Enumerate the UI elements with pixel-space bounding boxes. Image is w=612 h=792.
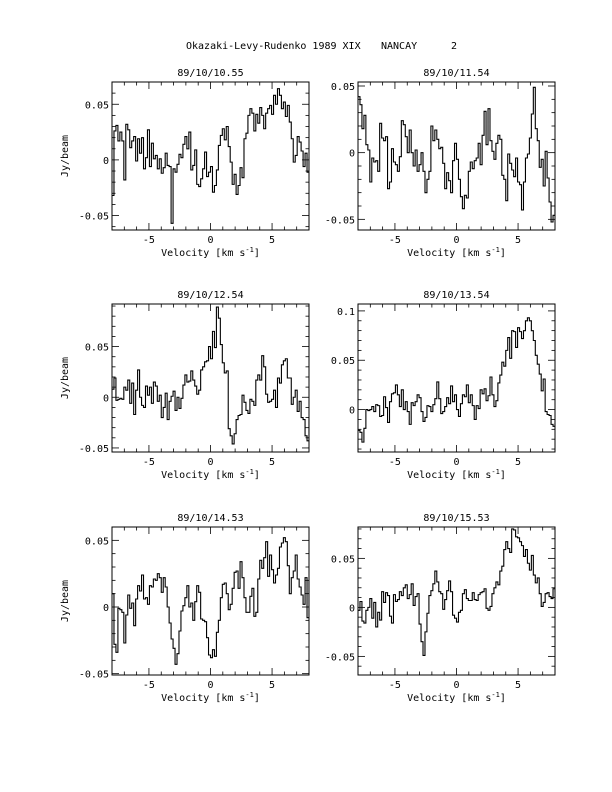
- y-tick-label: 0: [349, 603, 355, 614]
- x-axis-label-text: Velocity [km s: [161, 470, 245, 481]
- spectrum-panel: 89/10/12.54 -5 0 5 -0.05 0 0.05 Velocity [km s-…: [60, 290, 310, 481]
- panel-title: 89/10/15.53: [423, 513, 489, 524]
- x-tick-label: 5: [269, 235, 275, 246]
- spectrum-series: [358, 528, 555, 656]
- x-tick-label: -5: [143, 457, 155, 468]
- x-axis-label-text: Velocity [km s: [407, 693, 491, 704]
- x-axis-label-end: ]: [500, 693, 506, 704]
- x-axis-label: Velocity [km s-1]: [407, 468, 506, 481]
- y-tick-label: 0.05: [85, 343, 109, 354]
- x-tick-label: 5: [515, 457, 521, 468]
- y-tick-label: -0.05: [325, 652, 355, 663]
- header-observatory: NANCAY: [381, 41, 417, 52]
- panel-title: 89/10/12.54: [177, 290, 243, 301]
- x-tick-label: -5: [143, 680, 155, 691]
- x-tick-label: -5: [143, 235, 155, 246]
- x-axis-label-exponent: -1: [245, 246, 253, 254]
- x-tick-label: 0: [453, 457, 459, 468]
- spectrum-panel: 89/10/13.54 -5 0 5 0 0.05 0.1 Velocity [km s-1]: [331, 290, 556, 481]
- x-tick-label: 0: [453, 235, 459, 246]
- x-axis-label-text: Velocity [km s: [161, 693, 245, 704]
- spectrum-series: [358, 317, 555, 443]
- x-tick-label: 5: [269, 680, 275, 691]
- x-tick-label: 5: [515, 235, 521, 246]
- y-axis-label: Jy/beam: [60, 135, 71, 177]
- y-tick-label: 0.05: [85, 100, 109, 111]
- spectrum-series: [112, 537, 309, 665]
- y-tick-label: -0.05: [79, 212, 109, 223]
- x-axis-label-text: Velocity [km s: [161, 248, 245, 259]
- x-tick-label: -5: [389, 457, 401, 468]
- x-tick-label: -5: [389, 680, 401, 691]
- y-tick-label: -0.05: [325, 215, 355, 226]
- spectrum-series: [358, 86, 555, 223]
- y-tick-label: 0.05: [331, 82, 355, 93]
- x-tick-label: 0: [207, 680, 213, 691]
- x-axis-label-end: ]: [254, 248, 260, 259]
- spectrum-series: [112, 306, 309, 445]
- x-axis-label: Velocity [km s-1]: [161, 468, 260, 481]
- header-title: Okazaki-Levy-Rudenko 1989 XIX: [186, 41, 361, 52]
- y-tick-label: 0: [349, 149, 355, 160]
- x-axis-label-exponent: -1: [245, 691, 253, 699]
- x-tick-label: 5: [515, 680, 521, 691]
- y-tick-label: 0.05: [331, 554, 355, 565]
- spectrum-panel: 89/10/10.55 -5 0 5 -0.05 0 0.05 Velocity [km s-…: [60, 68, 310, 259]
- x-tick-label: 0: [207, 457, 213, 468]
- y-tick-label: -0.05: [79, 670, 109, 681]
- y-tick-label: 0: [103, 156, 109, 167]
- y-tick-label: 0: [349, 406, 355, 417]
- y-tick-label: 0: [103, 603, 109, 614]
- y-tick-label: -0.05: [79, 444, 109, 455]
- y-axis-label: Jy/beam: [60, 357, 71, 399]
- spectrum-panel: 89/10/15.53 -5 0 5 -0.05 0 0.05 Velocity [km s-…: [325, 513, 556, 704]
- x-axis-label-text: Velocity [km s: [407, 470, 491, 481]
- x-tick-label: -5: [389, 235, 401, 246]
- figure-header: Okazaki-Levy-Rudenko 1989 XIX NANCAY 2: [186, 41, 457, 52]
- x-tick-label: 0: [207, 235, 213, 246]
- x-axis-label: Velocity [km s-1]: [161, 691, 260, 704]
- x-axis-label-exponent: -1: [245, 468, 253, 476]
- panel-title: 89/10/14.53: [177, 513, 243, 524]
- x-axis-label-end: ]: [500, 248, 506, 259]
- x-axis-label-end: ]: [500, 470, 506, 481]
- x-tick-label: 5: [269, 457, 275, 468]
- y-tick-label: 0.1: [337, 307, 355, 318]
- y-axis-label: Jy/beam: [60, 580, 71, 622]
- x-axis-label-end: ]: [254, 693, 260, 704]
- x-axis-label: Velocity [km s-1]: [161, 246, 260, 259]
- y-tick-label: 0.05: [331, 356, 355, 367]
- spectrum-panel: 89/10/14.53 -5 0 5 -0.05 0 0.05 Velocity [km s-…: [60, 513, 310, 704]
- x-axis-label: Velocity [km s-1]: [407, 691, 506, 704]
- x-axis-label-exponent: -1: [491, 246, 499, 254]
- x-axis-label-exponent: -1: [491, 468, 499, 476]
- plot-frame: [111, 81, 310, 231]
- panel-title: 89/10/11.54: [423, 68, 489, 79]
- y-tick-label: 0: [103, 393, 109, 404]
- panel-title: 89/10/13.54: [423, 290, 489, 301]
- spectrum-series: [112, 88, 309, 224]
- x-axis-label-end: ]: [254, 470, 260, 481]
- spectrum-panel: 89/10/11.54 -5 0 5 -0.05 0 0.05 Velocity [km s-…: [325, 68, 556, 259]
- x-axis-label-text: Velocity [km s: [407, 248, 491, 259]
- x-axis-label: Velocity [km s-1]: [407, 246, 506, 259]
- header-page-number: 2: [451, 41, 457, 52]
- x-axis-label-exponent: -1: [491, 691, 499, 699]
- panel-title: 89/10/10.55: [177, 68, 243, 79]
- y-tick-label: 0.05: [85, 536, 109, 547]
- x-tick-label: 0: [453, 680, 459, 691]
